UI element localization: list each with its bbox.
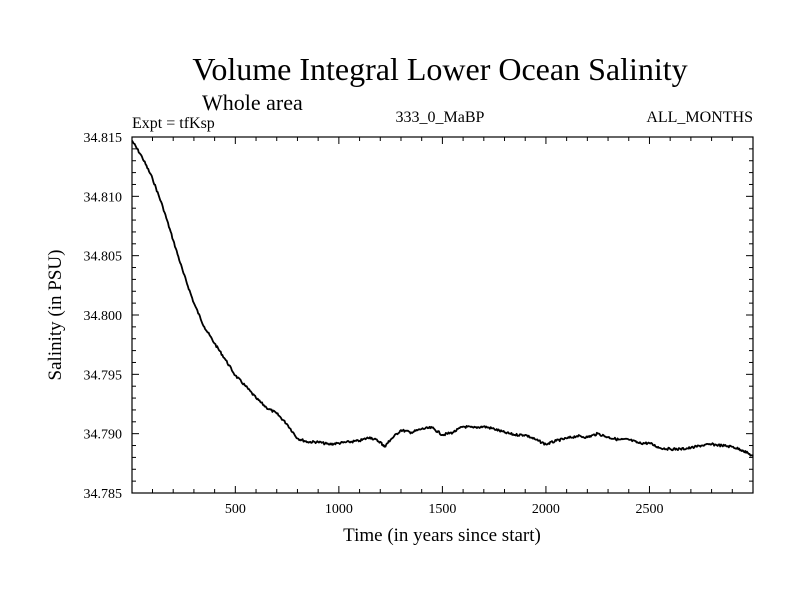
x-tick-label: 1500	[428, 502, 456, 517]
y-tick-label: 34.810	[84, 190, 123, 205]
axis-tick-labels: 500 1000 1500 2000 2500 34.785 34.790 34.795 34.…	[84, 131, 664, 517]
y-tick-label: 34.815	[84, 131, 123, 146]
run-label: 333_0_MaBP	[396, 109, 485, 126]
axis-ticks	[132, 136, 753, 494]
plot-frame	[131, 136, 754, 494]
y-tick-label: 34.805	[84, 250, 123, 265]
y-tick-label: 34.785	[84, 487, 123, 502]
x-axis-label: Time (in years since start)	[343, 525, 541, 546]
salinity-series-line	[131, 140, 754, 457]
period-label: ALL_MONTHS	[646, 109, 753, 126]
chart-title: Volume Integral Lower Ocean Salinity	[192, 51, 687, 87]
chart-subtitle: Whole area	[202, 90, 303, 115]
y-tick-label: 34.790	[84, 428, 123, 443]
y-axis-label: Salinity (in PSU)	[45, 250, 66, 381]
x-tick-label: 500	[225, 502, 246, 517]
y-tick-label: 34.795	[84, 368, 123, 383]
experiment-label: Expt = tfKsp	[132, 115, 215, 132]
y-tick-label: 34.800	[84, 309, 123, 324]
x-tick-label: 2500	[635, 502, 663, 517]
x-tick-label: 2000	[532, 502, 560, 517]
x-tick-label: 1000	[325, 502, 353, 517]
